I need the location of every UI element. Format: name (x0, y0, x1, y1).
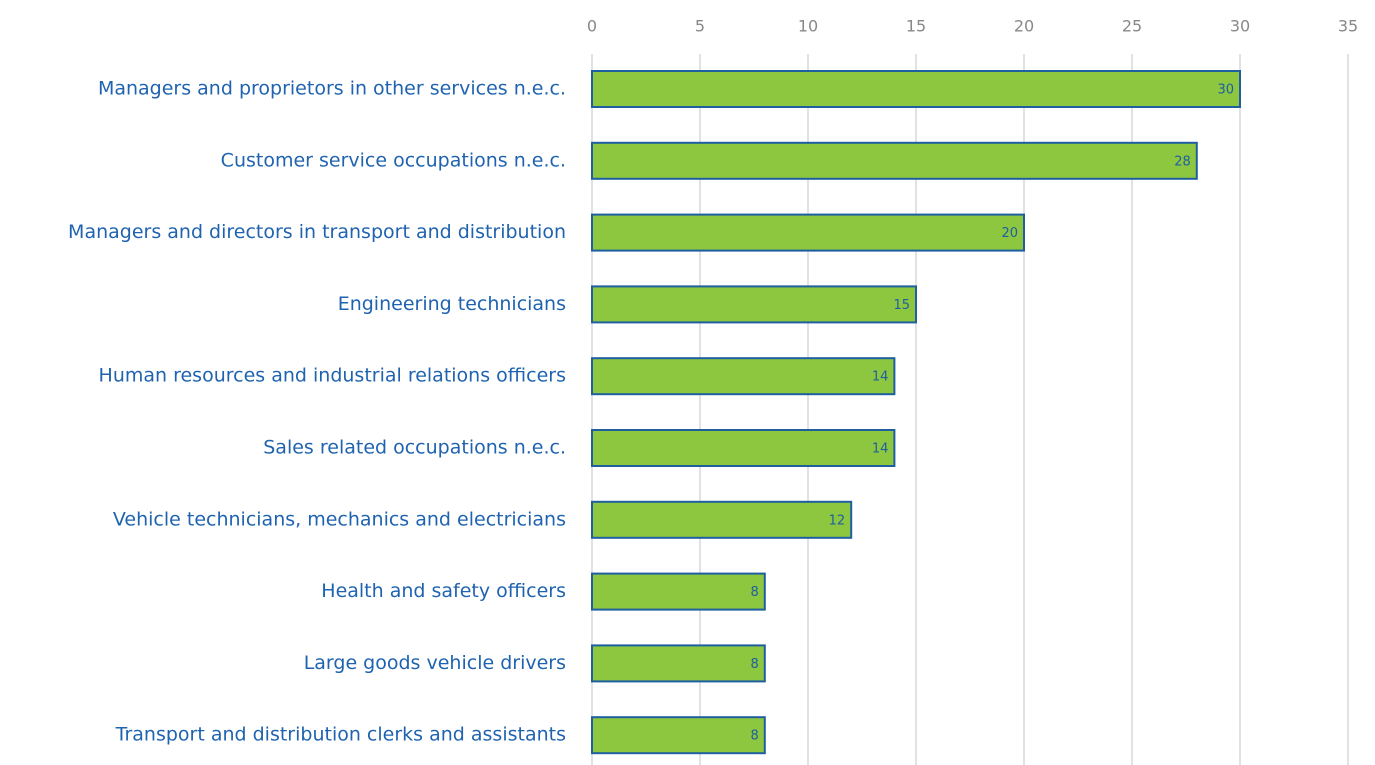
data-label: 20 (1001, 226, 1018, 241)
y-tick-label: Health and safety officers (321, 580, 566, 602)
x-tick-label: 35 (1338, 17, 1358, 36)
x-tick-label: 20 (1014, 17, 1034, 36)
bar (591, 500, 853, 539)
x-tick-label: 5 (695, 17, 705, 36)
y-tick-label: Human resources and industrial relations… (99, 365, 566, 387)
y-tick-label: Vehicle technicians, mechanics and elect… (113, 508, 566, 530)
bar (591, 70, 1241, 108)
data-label: 8 (751, 585, 759, 600)
y-tick-label: Transport and distribution clerks and as… (115, 724, 566, 746)
x-tick-label: 25 (1122, 17, 1142, 36)
y-tick-label: Customer service occupations n.e.c. (221, 149, 566, 171)
y-tick-label: Large goods vehicle drivers (304, 652, 566, 674)
y-tick-label: Sales related occupations n.e.c. (263, 437, 566, 459)
bar (591, 213, 1025, 252)
bar (591, 644, 766, 683)
data-label: 28 (1174, 154, 1191, 169)
x-tick-label: 0 (587, 17, 597, 36)
bar (591, 285, 917, 324)
data-label: 14 (872, 370, 889, 385)
bar (591, 357, 896, 396)
bar (591, 429, 896, 467)
data-label: 30 (1217, 83, 1234, 98)
bar (591, 572, 766, 611)
x-tick-label: 15 (906, 17, 926, 36)
y-tick-label: Engineering technicians (338, 293, 566, 315)
x-tick-label: 30 (1230, 17, 1250, 36)
data-label: 8 (751, 729, 759, 744)
data-label: 14 (872, 442, 889, 457)
bar (591, 716, 766, 755)
y-tick-label: Managers and directors in transport and … (68, 221, 566, 243)
data-label: 15 (893, 298, 910, 313)
bar (591, 141, 1198, 180)
data-label: 8 (751, 657, 759, 672)
y-tick-label: Managers and proprietors in other servic… (98, 78, 566, 100)
data-label: 12 (829, 513, 846, 528)
x-tick-label: 10 (798, 17, 818, 36)
